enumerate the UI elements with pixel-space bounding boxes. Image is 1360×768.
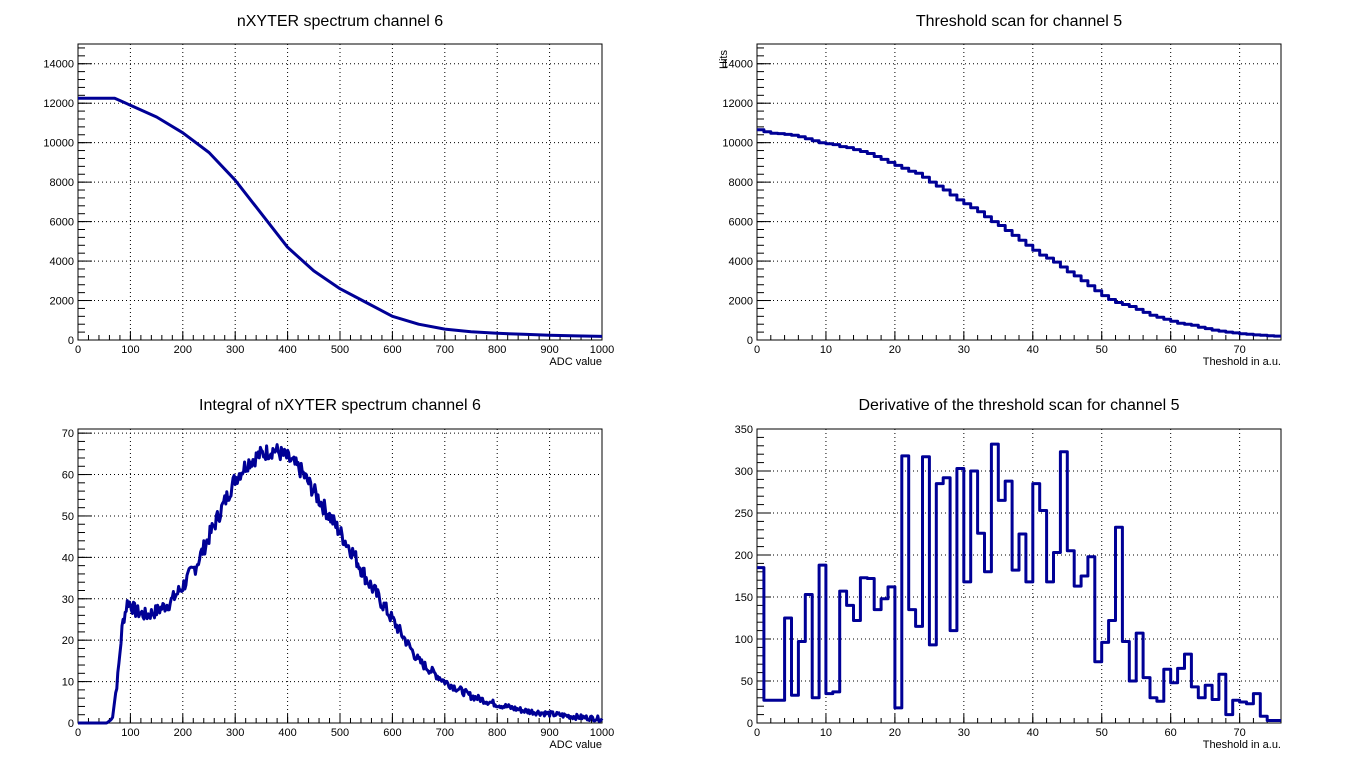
y-tick-label: 200 <box>735 550 753 562</box>
y-tick-label: 4000 <box>729 256 753 268</box>
x-tick-label: 500 <box>331 344 349 356</box>
x-tick-label: 60 <box>1165 727 1177 739</box>
x-tick-label: 20 <box>889 344 901 356</box>
x-tick-label: 700 <box>436 344 454 356</box>
chart-title: nXYTER spectrum channel 6 <box>237 13 443 30</box>
series-line <box>77 443 604 725</box>
x-tick-label: 50 <box>1096 344 1108 356</box>
x-tick-label: 0 <box>754 727 760 739</box>
y-tick-label: 20 <box>62 635 74 647</box>
y-tick-label: 60 <box>62 470 74 482</box>
y-tick-label: 300 <box>735 466 753 478</box>
y-tick-label: 14000 <box>43 59 74 71</box>
x-tick-label: 500 <box>331 727 349 739</box>
plot-frame <box>756 428 1282 724</box>
x-tick-label: 600 <box>383 344 401 356</box>
y-tick-label: 0 <box>68 335 74 347</box>
x-tick-label: 1000 <box>590 344 614 356</box>
x-tick-label: 300 <box>226 727 244 739</box>
y-tick-label: 10000 <box>43 138 74 150</box>
chart-panel-2: Threshold scan for channel 5 0 10 20 30 40 50 6… <box>718 13 1282 368</box>
x-tick-label: 700 <box>436 727 454 739</box>
y-tick-label: 2000 <box>729 296 753 308</box>
x-tick-label: 0 <box>75 727 81 739</box>
y-tick-label: 100 <box>735 634 753 646</box>
x-tick-label: 0 <box>75 344 81 356</box>
chart-panel-4: Derivative of the threshold scan for cha… <box>735 397 1282 751</box>
series-line <box>78 96 603 338</box>
x-tick-label: 10 <box>820 727 832 739</box>
x-axis-label: ADC value <box>549 356 602 368</box>
y-tick-label: 350 <box>735 424 753 436</box>
chart-title: Threshold scan for channel 5 <box>916 13 1122 30</box>
x-tick-label: 200 <box>174 344 192 356</box>
y-tick-label: 50 <box>62 511 74 523</box>
x-tick-label: 900 <box>540 727 558 739</box>
y-tick-label: 10000 <box>722 138 753 150</box>
series-line <box>757 128 1281 338</box>
x-axis-label: Theshold in a.u. <box>1203 356 1281 368</box>
x-tick-label: 60 <box>1165 344 1177 356</box>
x-axis-label: Theshold in a.u. <box>1203 739 1281 751</box>
plot-frame <box>756 43 1282 341</box>
y-tick-label: 12000 <box>722 98 753 110</box>
y-tick-label: 30 <box>62 594 74 606</box>
x-tick-label: 100 <box>121 344 139 356</box>
y-tick-label: 8000 <box>729 177 753 189</box>
y-tick-label: 4000 <box>50 256 74 268</box>
x-tick-label: 70 <box>1234 727 1246 739</box>
x-tick-label: 1000 <box>590 727 614 739</box>
x-tick-label: 10 <box>820 344 832 356</box>
y-tick-label: 250 <box>735 508 753 520</box>
chart-panel-3: Integral of nXYTER spectrum channel 6 0 10… <box>62 397 614 751</box>
y-tick-label: 2000 <box>50 296 74 308</box>
x-tick-label: 30 <box>958 344 970 356</box>
y-tick-label: 6000 <box>729 217 753 229</box>
x-tick-label: 200 <box>174 727 192 739</box>
x-tick-label: 20 <box>889 727 901 739</box>
chart-panel-1: nXYTER spectrum channel 6 0 100 200 300 400 50… <box>43 13 614 368</box>
y-tick-label: 50 <box>741 676 753 688</box>
chart-title: Integral of nXYTER spectrum channel 6 <box>199 397 481 414</box>
x-tick-label: 100 <box>121 727 139 739</box>
y-tick-label: 10 <box>62 677 74 689</box>
x-tick-label: 300 <box>226 344 244 356</box>
x-tick-label: 70 <box>1234 344 1246 356</box>
x-tick-label: 40 <box>1027 727 1039 739</box>
series-line <box>757 442 1281 722</box>
x-tick-label: 40 <box>1027 344 1039 356</box>
x-tick-label: 400 <box>278 344 296 356</box>
y-tick-label: 150 <box>735 592 753 604</box>
y-tick-label: 14000 <box>722 59 753 71</box>
chart-title: Derivative of the threshold scan for cha… <box>858 397 1179 414</box>
y-tick-label: 12000 <box>43 98 74 110</box>
x-tick-label: 800 <box>488 344 506 356</box>
y-tick-label: 70 <box>62 428 74 440</box>
x-tick-label: 30 <box>958 727 970 739</box>
y-tick-label: 0 <box>747 335 753 347</box>
y-tick-label: 8000 <box>50 177 74 189</box>
x-tick-label: 50 <box>1096 727 1108 739</box>
x-tick-label: 600 <box>383 727 401 739</box>
x-tick-label: 900 <box>540 344 558 356</box>
y-tick-label: 0 <box>747 718 753 730</box>
y-tick-label: 0 <box>68 718 74 730</box>
x-tick-label: 400 <box>278 727 296 739</box>
y-tick-label: 6000 <box>50 217 74 229</box>
y-tick-label: 40 <box>62 552 74 564</box>
x-axis-label: ADC value <box>549 739 602 751</box>
y-axis-label: Hits <box>718 50 730 69</box>
x-tick-label: 0 <box>754 344 760 356</box>
x-tick-label: 800 <box>488 727 506 739</box>
